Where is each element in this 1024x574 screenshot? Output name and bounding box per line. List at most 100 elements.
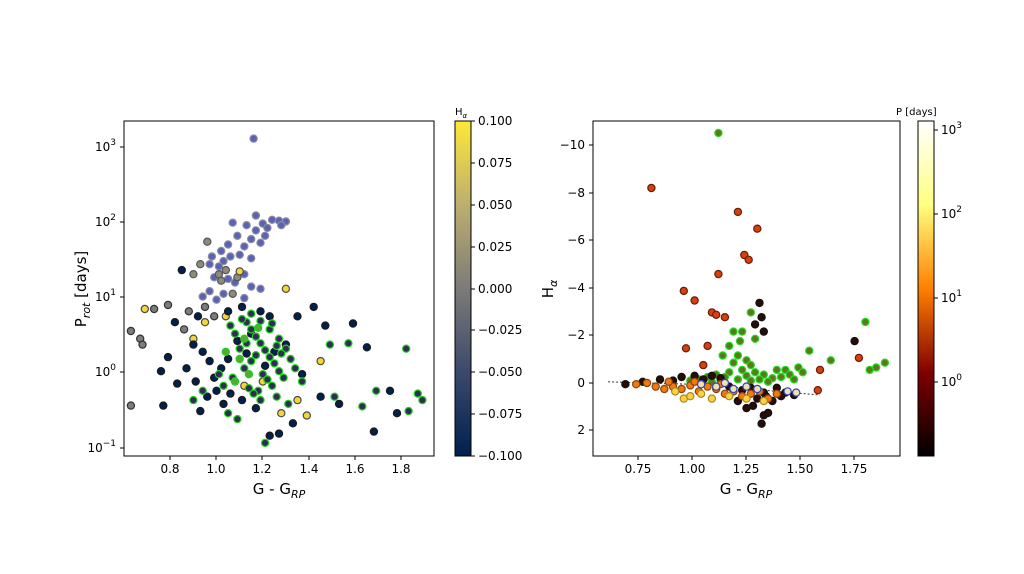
left-data-point [251,404,261,413]
left-colorbar-tick-label: 0.025 [478,240,512,254]
left-data-point [223,274,233,284]
left-xtick-label: 1.0 [206,462,225,476]
right-data-point [789,375,799,384]
left-data-point [235,344,244,353]
left-data-point [163,352,173,362]
left-data-point [240,293,249,303]
left-data-point [240,334,249,343]
right-data-point [655,375,665,384]
left-data-point [418,395,427,405]
left-data-point [156,367,166,376]
right-colorbar-tick-label: 102 [941,205,962,221]
left-data-point [214,262,224,271]
left-xtick-label: 1.2 [252,462,271,476]
right-data-point [759,327,769,336]
left-data-point [358,402,367,411]
right-ytick-label: −10 [560,138,585,152]
left-data-point [246,325,256,334]
right-data-point [707,371,717,380]
left-data-point [246,254,256,263]
right-data-point [718,351,727,360]
left-data-point [149,304,159,314]
left-data-point [274,429,284,438]
left-data-point [170,318,180,327]
left-data-point [256,307,265,316]
left-data-point [189,395,198,405]
left-x-ticks: 0.8 1.0 1.2 1.4 1.6 1.8 [160,456,411,476]
right-ytick-label: −2 [567,328,585,342]
left-data-point [242,349,251,358]
right-colorbar-ticks: 100 101 102 103 [934,121,962,389]
left-data-point [205,356,214,366]
left-xtick-label: 1.4 [299,462,318,476]
left-data-point [256,316,265,326]
left-data-point [265,352,274,362]
left-data-point [223,240,233,249]
right-data-point [753,384,762,394]
right-data-point [805,346,814,355]
left-data-point [277,409,286,418]
left-colorbar-tick-label: 0.100 [478,114,512,128]
left-data-point [284,399,293,409]
left-data-point [159,401,168,410]
left-ytick-label: 102 [95,213,116,229]
left-data-point [246,356,256,366]
left-data-point [189,340,198,349]
right-data-point [746,360,756,370]
right-data-point [690,296,699,305]
right-data-point [660,384,669,394]
right-xtick-label: 1.75 [841,462,868,476]
left-colorbar-ticks: 0.100 0.075 0.050 0.025 0.000 −0.025 −0.… [471,114,522,463]
left-data-point [212,295,221,304]
left-data-point [233,336,242,346]
left-data-point [260,346,270,355]
right-data-point [772,365,782,375]
left-data-point [402,344,411,353]
right-data-point [880,358,890,367]
left-data-point [126,326,136,336]
left-panel: 0.8 1.0 1.2 1.4 1.6 1.8 10−1 100 101 102… [72,120,435,501]
right-data-point [854,353,864,363]
right-x-ticks: 0.75 1.00 1.25 1.50 1.75 [625,456,868,476]
right-data-point [798,368,807,377]
right-colorbar-tick-label: 101 [941,289,962,305]
right-data-point [861,317,870,327]
left-data-point [267,319,277,328]
right-data-point [621,380,630,389]
right-data-point [720,378,730,388]
right-data-point [733,351,743,360]
right-data-point [772,389,782,398]
right-colorbar-title: P [days] [896,107,937,118]
right-data-point [742,394,751,403]
right-data-point [699,360,708,370]
right-data-point [712,382,721,391]
right-ytick-label: −6 [567,233,585,247]
left-data-point [330,392,339,401]
right-data-point [696,389,706,398]
right-data-point [763,377,773,386]
left-data-point [246,309,256,318]
left-data-point [223,307,233,316]
left-data-point [293,312,302,321]
left-data-point [233,231,242,240]
left-data-point [179,325,189,334]
left-data-point [251,226,261,235]
right-data-point [742,403,751,413]
right-data-point [815,365,825,375]
left-data-point [228,218,237,227]
left-data-point [249,134,258,143]
left-data-point [260,438,270,448]
left-colorbar: Hα 0.100 0.075 0.050 0.025 0.000 −0.025 … [454,107,522,463]
left-data-point [189,270,198,279]
left-data-point [237,314,247,324]
right-ytick-label: 0 [577,376,585,390]
left-data-point [267,381,277,390]
left-data-point [263,375,272,384]
right-y-axis-label: Hα [539,279,560,298]
left-data-point [191,377,200,386]
left-data-point [237,395,247,405]
right-data-point [763,408,773,418]
right-data-point [744,255,753,264]
right-data-point [757,419,766,428]
right-data-point [714,128,723,138]
